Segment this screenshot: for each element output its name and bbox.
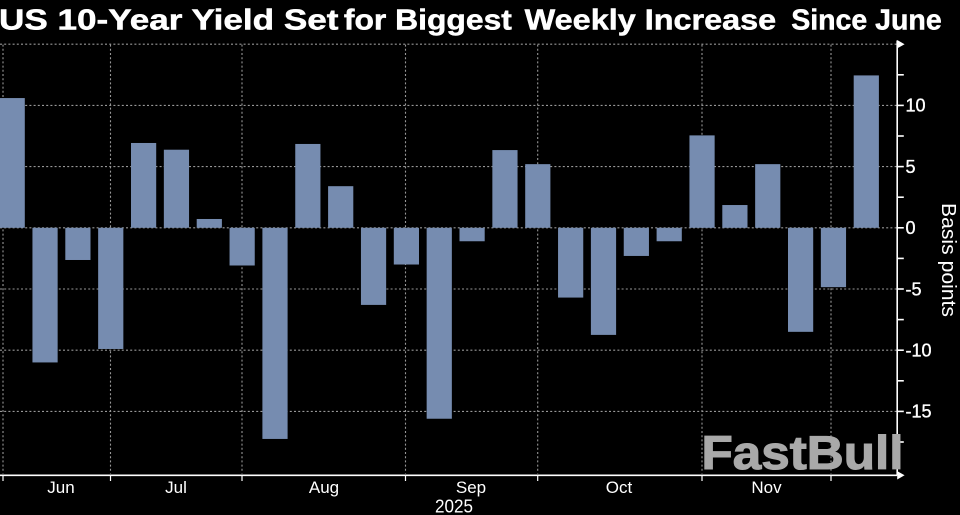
svg-text:-5: -5 <box>906 279 922 299</box>
svg-text:Since June: Since June <box>791 4 942 36</box>
svg-text:Sep: Sep <box>456 478 486 497</box>
svg-text:2025: 2025 <box>435 496 473 515</box>
svg-text:Weekly Increase: Weekly Increase <box>525 4 777 36</box>
svg-text:5: 5 <box>906 157 916 177</box>
svg-text:-10: -10 <box>906 341 932 361</box>
svg-text:Nov: Nov <box>751 478 782 497</box>
svg-text:Aug: Aug <box>309 478 339 497</box>
svg-text:Basis points: Basis points <box>937 203 959 317</box>
svg-text:FastBull: FastBull <box>702 426 904 479</box>
svg-text:Jul: Jul <box>165 478 187 497</box>
svg-text:for Biggest: for Biggest <box>344 4 513 36</box>
svg-text:Oct: Oct <box>606 478 633 497</box>
svg-text:Jun: Jun <box>47 478 74 497</box>
svg-text:US 10-Year Yield Set: US 10-Year Yield Set <box>0 4 339 36</box>
svg-text:10: 10 <box>906 96 926 116</box>
svg-text:0: 0 <box>906 218 916 238</box>
svg-text:-15: -15 <box>906 402 932 422</box>
